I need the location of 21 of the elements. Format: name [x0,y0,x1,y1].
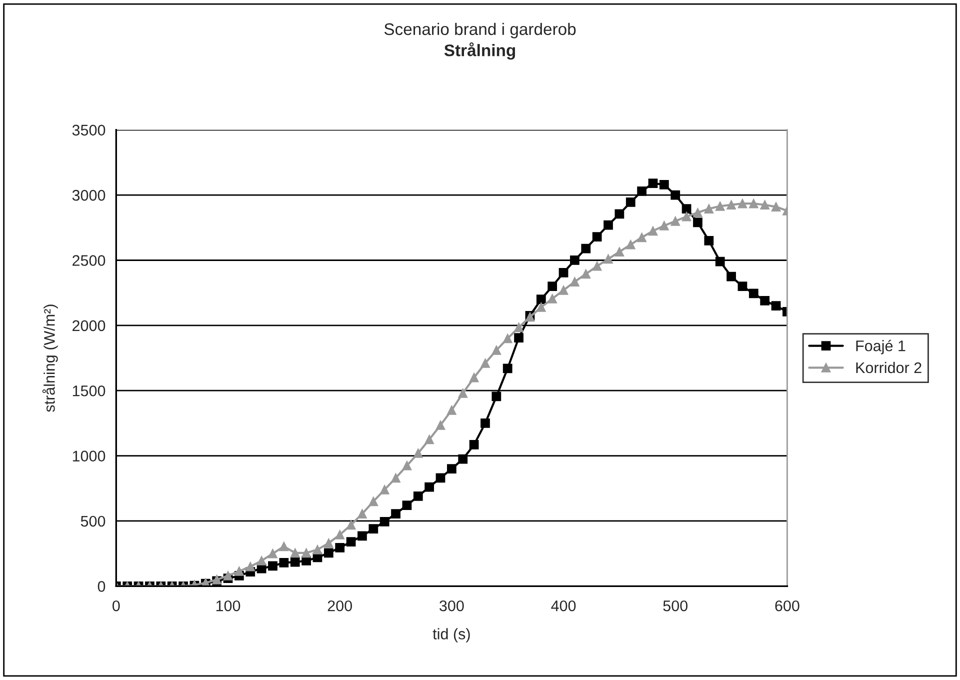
x-axis-title: tid (s) [432,628,470,642]
y-tick-label: 1500 [72,385,106,396]
x-tick-label: 0 [112,600,120,612]
legend-label: Foajé 1 [856,340,906,354]
y-tick-label: 1000 [72,450,106,462]
y-tick-label: 3000 [72,190,106,201]
chart-title: Scenario brand i garderob [384,22,576,38]
x-tick-label: 600 [775,600,800,612]
x-tick-label: 400 [551,600,576,612]
x-tick-label: 200 [328,600,352,612]
x-tick-label: 500 [663,600,688,612]
x-tick-label: 100 [216,600,240,612]
y-tick-label: 500 [80,516,106,527]
y-tick-label: 3500 [72,124,106,136]
y-tick-label: 0 [98,581,106,592]
y-axis-title: strålning (W/m²) [42,304,58,412]
y-tick-label: 2500 [72,255,106,266]
legend-label: Korridor 2 [856,362,922,374]
x-tick-label: 300 [440,600,464,612]
chart-subtitle: Strålning [444,42,515,60]
y-tick-label: 2000 [72,320,106,332]
